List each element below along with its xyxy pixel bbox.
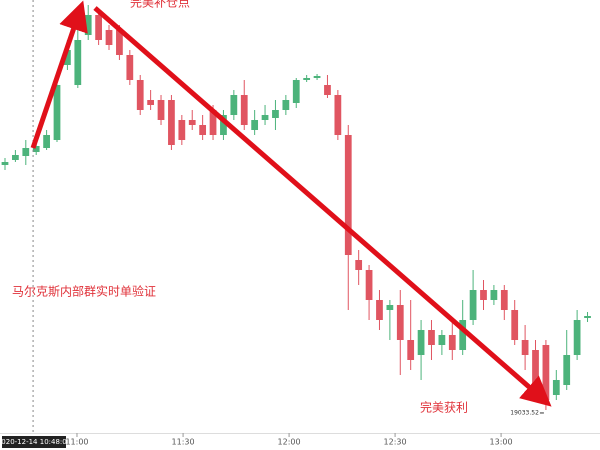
candle-body [563, 355, 571, 385]
candle-body [95, 15, 102, 40]
candle-body [272, 110, 279, 118]
candle-body [251, 120, 259, 130]
candle-body [438, 335, 446, 345]
candle-body [490, 290, 498, 300]
annotation: 完美补仓点 [130, 0, 190, 10]
candle-body [74, 40, 82, 85]
candle-body [386, 305, 394, 310]
candle-body [22, 148, 30, 156]
candle-body [240, 95, 248, 125]
candle-body [84, 15, 92, 35]
candle-body [573, 320, 581, 355]
candle-body [147, 100, 155, 105]
candle-body [157, 100, 165, 120]
arrow-down [93, 6, 552, 407]
x-tick-label: 11:00 [65, 438, 88, 447]
candle-body [407, 340, 415, 360]
candle-body [469, 290, 477, 320]
candle-body [188, 120, 196, 125]
x-tick-label: 11:30 [172, 438, 195, 447]
candle-body [32, 146, 40, 152]
candle-body [53, 85, 61, 140]
x-tick-label: 12:30 [384, 438, 407, 447]
low-price-label: 19033.52 [510, 409, 539, 416]
candle-body [313, 76, 321, 78]
candle-body [261, 115, 269, 120]
annotation: 完美获利 [420, 400, 468, 415]
arrow-up [30, 0, 88, 149]
candle-body [480, 290, 487, 300]
candle-body [521, 340, 529, 355]
candle-body [1, 162, 9, 165]
candle-body [136, 80, 144, 110]
x-tick-label: 13:00 [490, 438, 513, 447]
candle-body [542, 345, 550, 400]
candle-body [230, 95, 238, 115]
candle-body [324, 85, 331, 95]
candle-body [500, 290, 508, 310]
x-tick-label: 12:00 [278, 438, 301, 447]
candle-body [303, 78, 311, 80]
candle-body [532, 350, 539, 390]
candle-body [220, 115, 227, 135]
candle-body [396, 305, 404, 340]
candle-body [126, 55, 134, 80]
candle-body [552, 380, 560, 395]
candle-body [344, 135, 352, 255]
candle-body [292, 80, 300, 103]
arrows [30, 0, 552, 407]
candle-body [355, 260, 363, 270]
candle-body [428, 330, 435, 345]
candle-body [334, 95, 342, 135]
candle-body [43, 135, 50, 148]
candle-body [168, 100, 175, 145]
candle-body [116, 30, 123, 55]
candle-body [584, 316, 591, 318]
plot-area [1, 5, 591, 410]
candle-body [448, 335, 456, 350]
candle-body [64, 50, 71, 65]
candle-body [199, 125, 207, 135]
annotation: 马尔克斯内部群实时单验证 [12, 284, 156, 299]
candle-body [459, 320, 467, 350]
candle-body [282, 100, 290, 110]
candle-body [12, 155, 19, 160]
candle-body [365, 270, 373, 300]
candle-body [178, 120, 186, 140]
candle-body [511, 310, 519, 340]
time-axis [0, 433, 600, 450]
candle-body [417, 330, 425, 355]
candle-body [376, 300, 383, 320]
candle-body [105, 30, 113, 45]
crosshair-label-box [2, 436, 66, 448]
crosshair-label: 2020-12-14 10:48:00 [0, 438, 71, 446]
candle-body [209, 110, 217, 135]
